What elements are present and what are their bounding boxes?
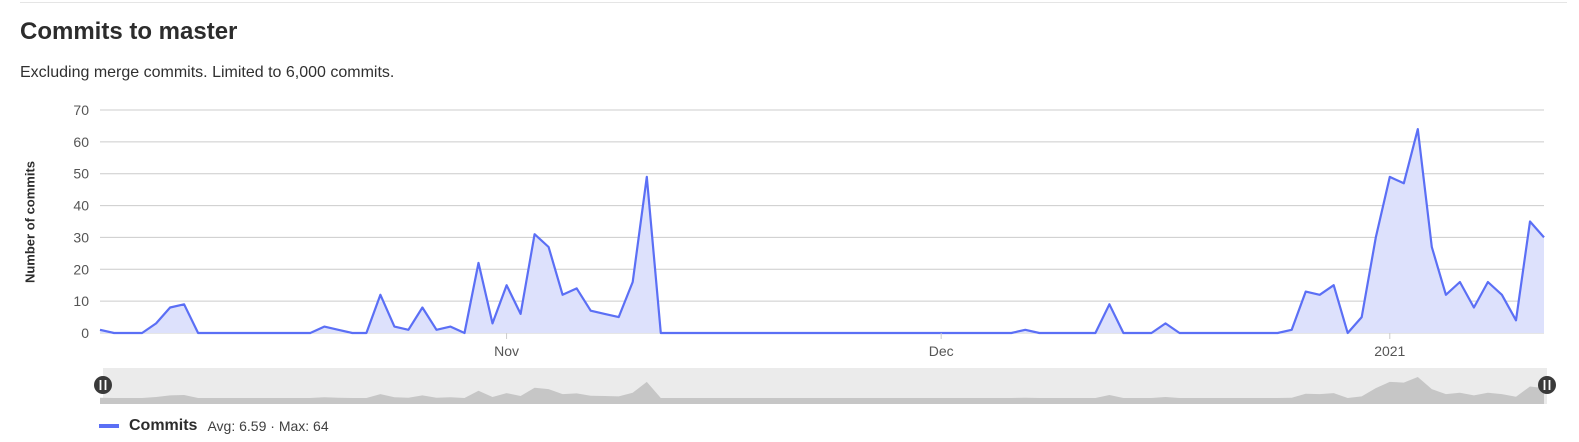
- x-axis-ticks: Nov Dec 2021: [494, 333, 1406, 359]
- y-tick-label: 30: [73, 229, 89, 245]
- x-tick-label: Nov: [494, 343, 519, 359]
- commits-chart[interactable]: 0 10 20 30 40 50 60 70 Nov Dec 2021: [0, 0, 1579, 412]
- navigator-handle-right[interactable]: [1538, 376, 1556, 394]
- y-tick-label: 50: [73, 166, 89, 182]
- y-tick-label: 20: [73, 261, 89, 277]
- handle-grip-icon[interactable]: [1538, 376, 1556, 394]
- y-tick-label: 0: [81, 325, 89, 341]
- commits-area: [100, 129, 1544, 333]
- legend-avg: Avg: 6.59: [207, 418, 267, 434]
- y-tick-label: 60: [73, 134, 89, 150]
- legend-separator: ·: [266, 418, 279, 434]
- y-tick-label: 40: [73, 198, 89, 214]
- navigator-handle-left[interactable]: [94, 376, 112, 394]
- commits-series-line: [99, 128, 1545, 335]
- y-tick-label: 10: [73, 293, 89, 309]
- x-tick-label: Dec: [929, 343, 954, 359]
- legend-stats: Avg: 6.59 · Max: 64: [207, 418, 328, 434]
- navigator-series: [100, 377, 1544, 404]
- chart-title: Commits to master: [20, 18, 238, 45]
- chart-legend[interactable]: Commits Avg: 6.59 · Max: 64: [99, 414, 329, 438]
- chart-subtitle: Excluding merge commits. Limited to 6,00…: [20, 64, 395, 81]
- handle-grip-icon[interactable]: [94, 376, 112, 394]
- y-axis-ticks: 0 10 20 30 40 50 60 70: [73, 102, 89, 341]
- x-tick-label: 2021: [1374, 343, 1405, 359]
- legend-series-name: Commits: [129, 417, 198, 434]
- y-tick-label: 70: [73, 102, 89, 118]
- top-divider: [20, 2, 1567, 3]
- legend-swatch: [99, 424, 119, 428]
- legend-max: Max: 64: [278, 418, 329, 434]
